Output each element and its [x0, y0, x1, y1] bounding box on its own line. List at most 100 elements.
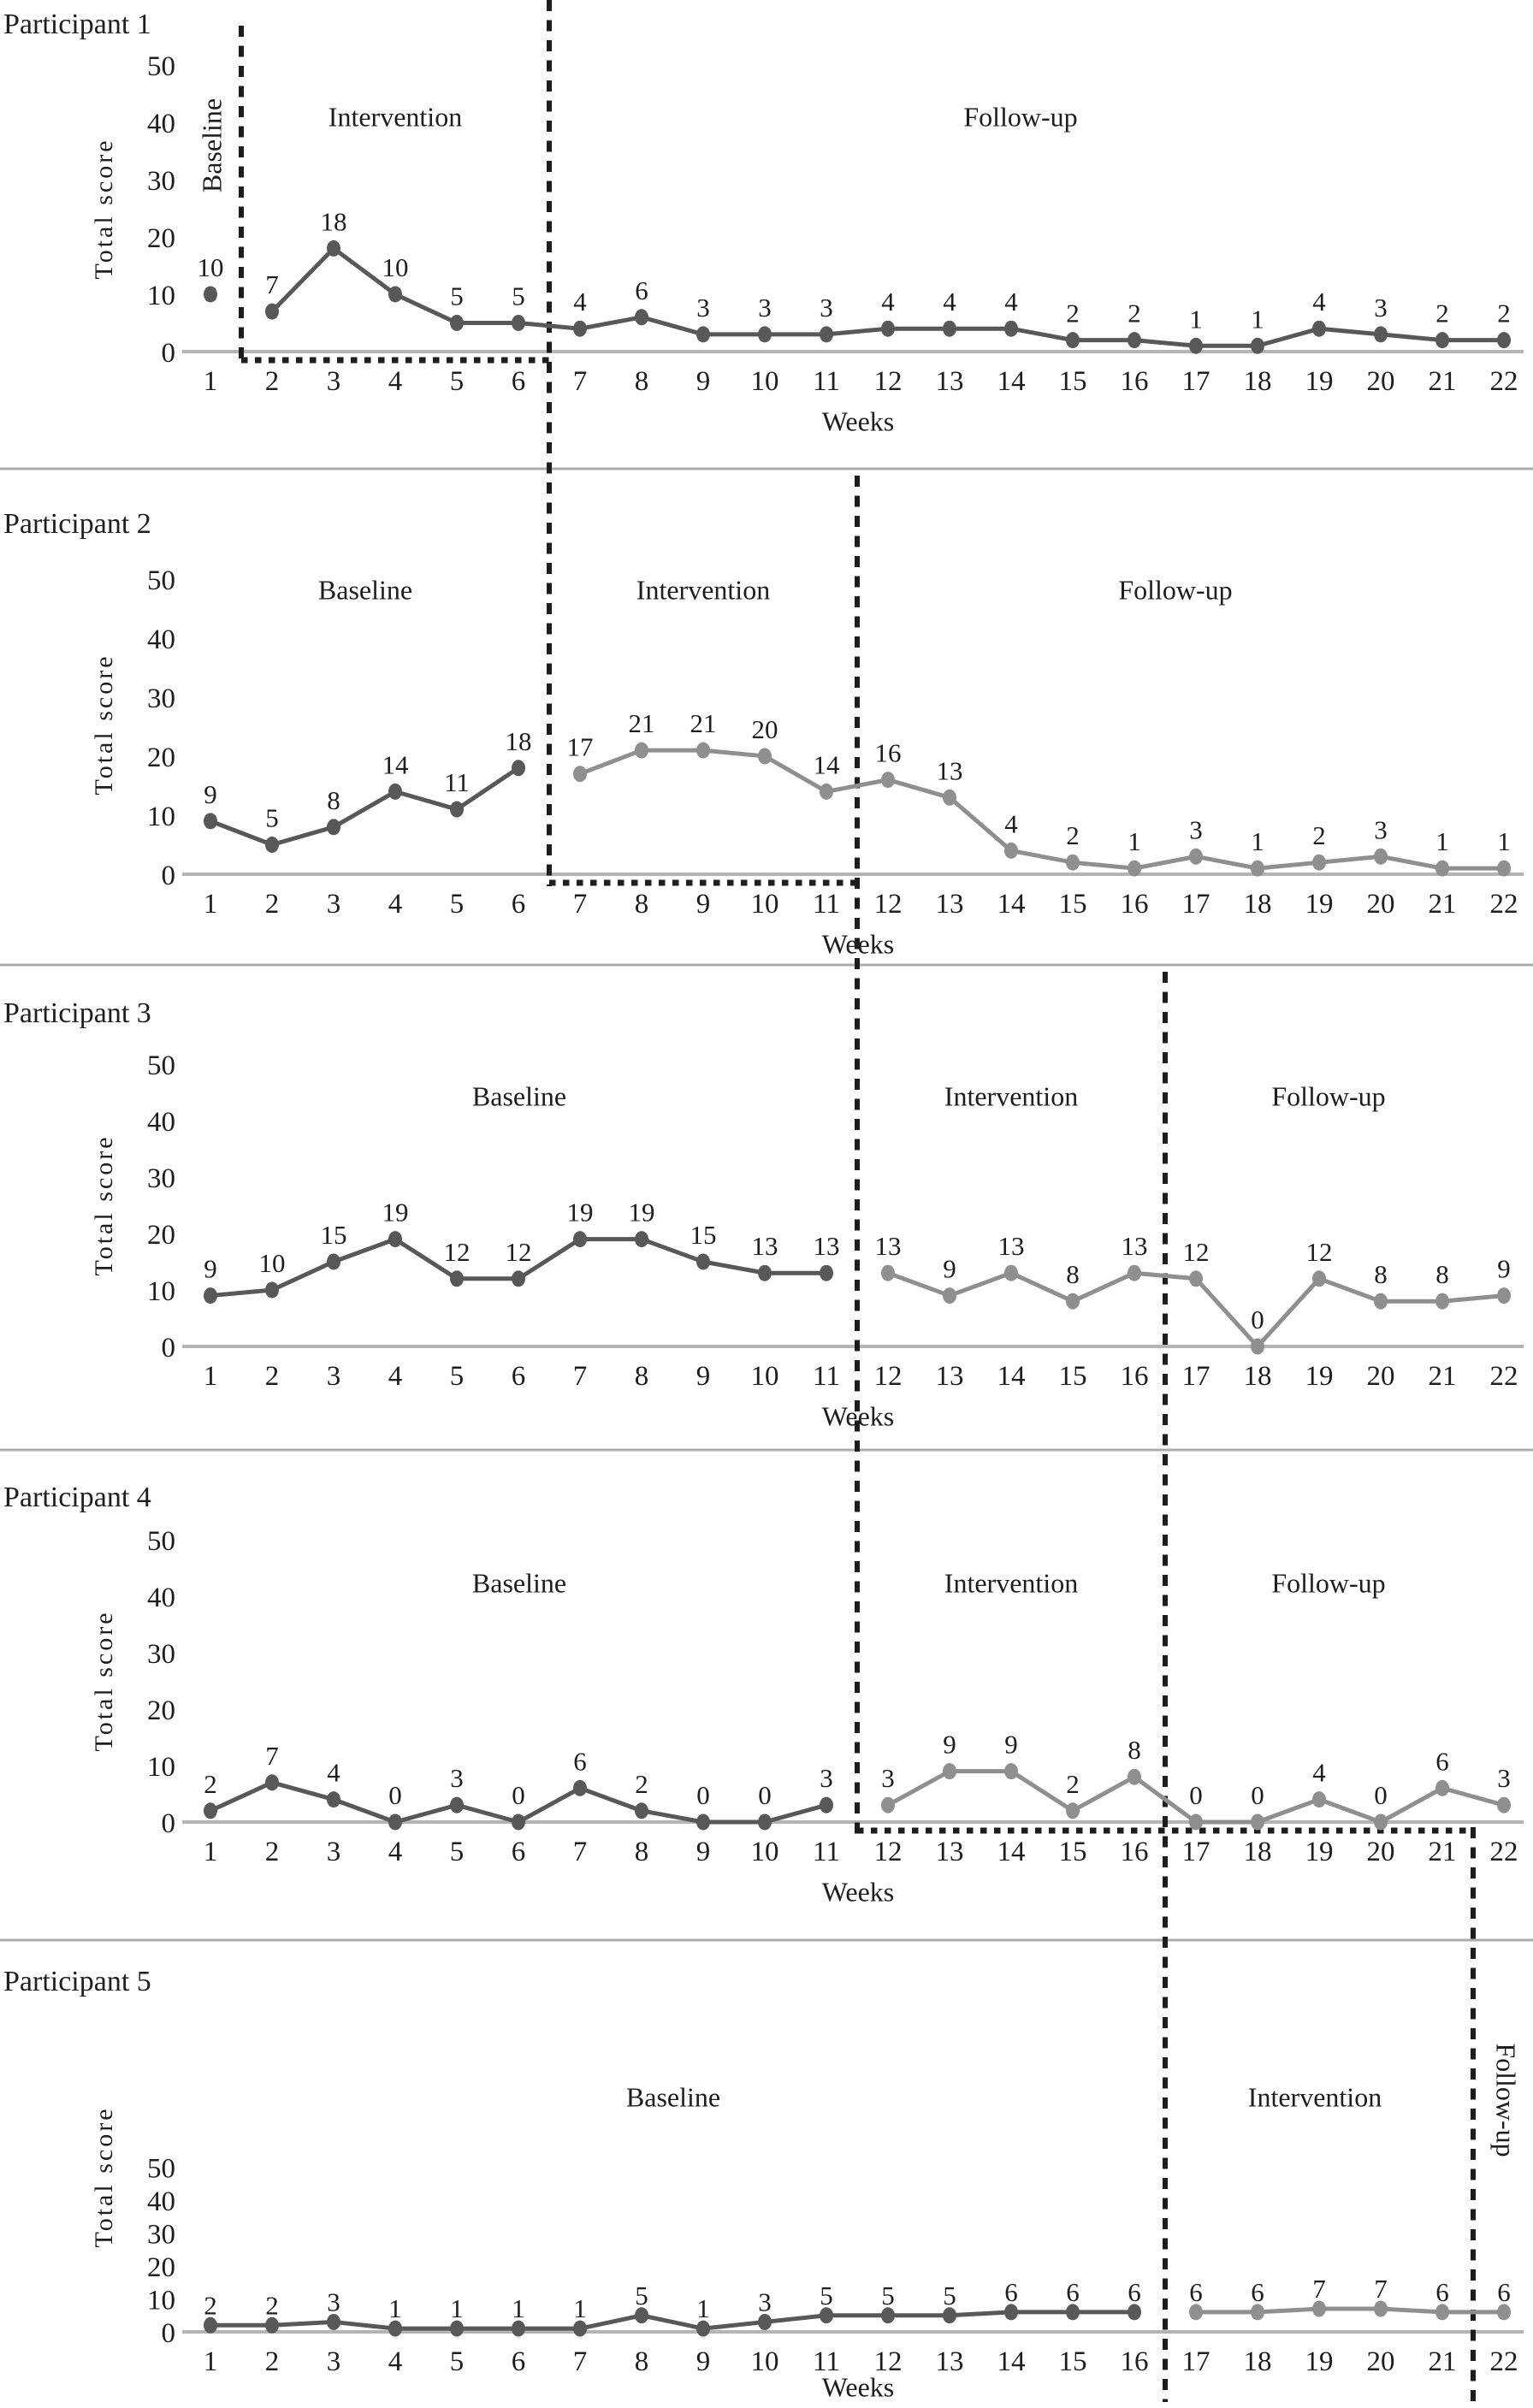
data-value-label: 1 — [573, 2293, 587, 2323]
data-value-label: 3 — [450, 1763, 464, 1793]
data-value-label: 7 — [1312, 2274, 1326, 2304]
panel-1-series: 10 7 18 10 5 5 4 6 3 3 3 4 4 4 2 2 1 1 4 3 2 2 — [198, 206, 1511, 354]
data-value-label: 1 — [388, 2293, 402, 2323]
data-value-label: 19 — [629, 1198, 655, 1228]
phase-label-baseline-2: Baseline — [317, 574, 413, 606]
data-point-marker — [265, 2316, 279, 2334]
data-value-label: 19 — [382, 1198, 409, 1228]
data-value-label: 1 — [450, 2293, 464, 2323]
data-value-label: 9 — [943, 1730, 956, 1760]
data-point-marker — [1066, 1293, 1080, 1310]
data-point-marker — [1189, 848, 1203, 865]
data-value-label: 16 — [875, 738, 902, 768]
data-point-marker — [635, 1802, 648, 1819]
data-point-marker — [635, 2307, 648, 2324]
x-tick-label: 20 — [1367, 1361, 1395, 1392]
x-tick-label: 12 — [874, 366, 903, 397]
data-point-marker — [265, 837, 279, 853]
x-tick-label: 20 — [1367, 366, 1395, 397]
data-point-marker — [881, 2307, 895, 2324]
x-tick-label: 18 — [1244, 366, 1272, 397]
data-point-marker — [881, 1264, 895, 1281]
data-point-marker — [1374, 1813, 1388, 1831]
data-point-marker — [1004, 2304, 1018, 2321]
data-point-marker — [1497, 332, 1511, 349]
data-value-label: 6 — [1066, 2277, 1080, 2307]
data-value-label: 14 — [814, 749, 841, 779]
data-point-marker — [1128, 860, 1141, 877]
x-tick-label: 21 — [1429, 889, 1457, 920]
phase-label-followup-3: Follow-up — [1271, 1080, 1386, 1112]
data-value-label: 5 — [943, 2281, 956, 2310]
data-value-label: 20 — [752, 714, 778, 744]
y-tick-label: 0 — [162, 861, 176, 891]
data-value-label: 1 — [1435, 826, 1449, 856]
data-point-marker — [1189, 337, 1203, 354]
data-value-label: 5 — [265, 803, 279, 833]
data-point-marker — [512, 760, 525, 777]
data-point-marker — [1004, 320, 1018, 337]
data-point-marker — [450, 315, 464, 331]
data-value-label: 15 — [690, 1220, 717, 1250]
data-value-label: 6 — [1004, 2277, 1018, 2307]
x-tick-label: 8 — [635, 1837, 649, 1867]
data-value-label: 6 — [635, 275, 648, 305]
data-value-label: 0 — [388, 1780, 402, 1810]
data-point-marker — [1128, 2304, 1141, 2321]
data-value-label: 13 — [814, 1231, 840, 1261]
x-tick-label: 12 — [874, 1361, 903, 1392]
data-point-marker — [881, 320, 895, 337]
data-value-label: 17 — [567, 732, 594, 762]
x-tick-label: 10 — [751, 889, 779, 920]
data-point-marker — [943, 1763, 956, 1780]
x-axis-title-1: Weeks — [821, 405, 895, 437]
data-value-label: 15 — [321, 1220, 347, 1250]
data-value-label: 21 — [690, 708, 717, 738]
data-point-marker — [943, 2307, 956, 2324]
data-point-marker — [388, 1231, 402, 1248]
data-point-marker — [573, 1231, 587, 1248]
data-point-marker — [1435, 1779, 1449, 1796]
data-point-marker — [1251, 860, 1264, 877]
x-tick-label: 13 — [936, 1837, 964, 1867]
data-value-label: 4 — [1312, 287, 1326, 317]
x-tick-label: 18 — [1244, 1361, 1272, 1392]
data-line-segment — [210, 766, 520, 848]
data-value-label: 11 — [444, 767, 470, 797]
data-value-label: 10 — [259, 1248, 286, 1278]
data-point-marker — [696, 2320, 710, 2337]
x-tick-label: 21 — [1429, 1361, 1457, 1392]
data-value-label: 0 — [1189, 1780, 1203, 1810]
y-tick-label: 40 — [147, 1583, 175, 1613]
data-value-label: 4 — [1004, 287, 1018, 317]
data-point-marker — [512, 1813, 525, 1831]
data-point-marker — [1497, 2304, 1511, 2321]
data-point-marker — [820, 2307, 833, 2324]
data-point-marker — [204, 1802, 217, 1819]
x-tick-label: 2 — [265, 889, 280, 920]
data-point-marker — [881, 1796, 895, 1813]
data-point-marker — [327, 1253, 340, 1270]
x-tick-label: 2 — [265, 1837, 280, 1867]
x-tick-label: 6 — [512, 1837, 526, 1867]
x-tick-label: 11 — [813, 889, 840, 920]
x-tick-label: 6 — [512, 2346, 526, 2377]
y-tick-label: 0 — [162, 338, 176, 369]
data-value-label: 4 — [1004, 808, 1018, 838]
x-tick-label: 15 — [1059, 1361, 1087, 1392]
x-tick-label: 11 — [813, 1837, 840, 1867]
data-point-marker — [1251, 1338, 1264, 1355]
participant-title-1: Participant 1 — [3, 9, 151, 40]
x-tick-label: 10 — [751, 366, 779, 397]
data-point-marker — [1312, 2300, 1326, 2317]
phase-label-followup-1: Follow-up — [963, 101, 1078, 133]
data-value-label: 13 — [752, 1231, 778, 1261]
data-value-label: 12 — [444, 1237, 471, 1267]
x-tick-label: 1 — [204, 2346, 218, 2377]
data-point-marker — [1251, 2304, 1264, 2321]
y-tick-label: 50 — [147, 2154, 175, 2185]
x-tick-label: 1 — [204, 889, 218, 920]
data-value-label: 0 — [696, 1780, 710, 1810]
y-tick-label: 40 — [147, 624, 175, 655]
data-value-label: 18 — [321, 206, 347, 236]
